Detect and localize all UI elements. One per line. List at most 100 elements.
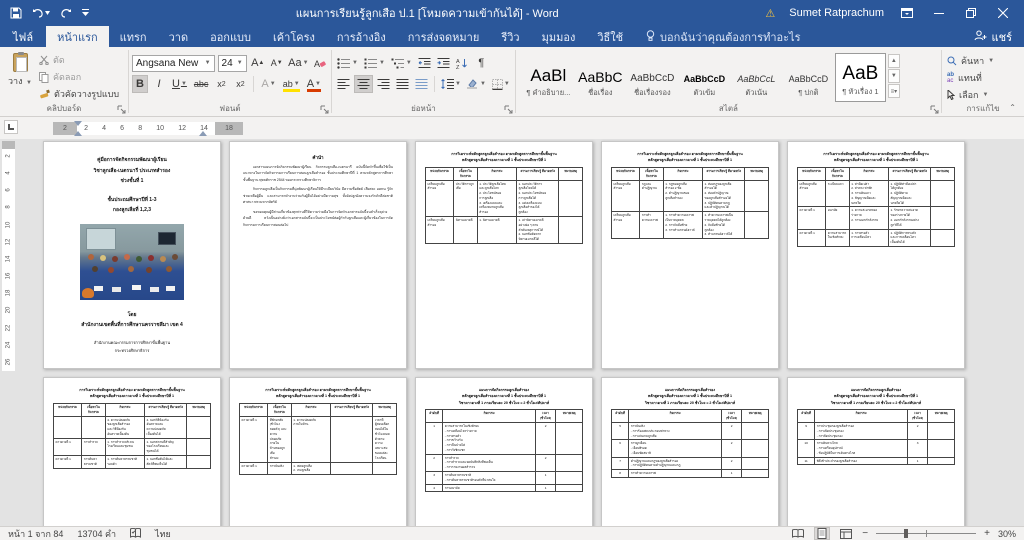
page-3[interactable]: การวิเคราะห์หลักสูตรลูกเสือสำรอง ตามหลัก… bbox=[415, 141, 593, 369]
shrink-font-button[interactable]: A ▼ bbox=[270, 58, 283, 68]
shading-button[interactable]: ▼ bbox=[465, 75, 488, 93]
vertical-ruler[interactable]: 2 4 6 8 10 12 14 16 18 20 22 24 26 bbox=[2, 141, 15, 371]
paragraph-dialog-launcher[interactable] bbox=[504, 105, 513, 114]
style-card-4[interactable]: AaBbCcL ตัวเน้น bbox=[737, 74, 776, 98]
page-10[interactable]: แผนการจัดกิจกรรมลูกเสือสำรอง หลักสูตรลูกเ… bbox=[787, 377, 965, 526]
styles-dialog-launcher[interactable] bbox=[930, 105, 939, 114]
change-case-button[interactable]: Aa ▼ bbox=[288, 57, 309, 69]
clear-formatting-icon[interactable]: A bbox=[312, 54, 328, 72]
proofing-icon[interactable] bbox=[130, 527, 142, 540]
style-card-2[interactable]: AaBbCcD ชื่อเรื่องรอง bbox=[630, 73, 675, 98]
increase-indent-button[interactable] bbox=[435, 54, 452, 72]
underline-button[interactable]: U ▼ bbox=[172, 78, 187, 90]
page-8[interactable]: แผนการจัดกิจกรรมลูกเสือสำรอง หลักสูตรลูกเ… bbox=[415, 377, 593, 526]
align-left-button[interactable] bbox=[335, 75, 352, 93]
save-icon[interactable] bbox=[10, 7, 22, 19]
word-count[interactable]: 13704 คำ bbox=[77, 528, 117, 539]
tab-file[interactable]: ไฟล์ bbox=[0, 26, 47, 47]
tab-4[interactable]: เค้าโครง bbox=[273, 31, 315, 44]
highlight-color-button[interactable]: ab ▼ bbox=[281, 75, 302, 93]
styles-scroll-up-icon[interactable]: ▲ bbox=[887, 54, 900, 68]
format-painter-button[interactable]: ตัวคัดวางรูปแบบ bbox=[37, 86, 121, 102]
align-center-button[interactable] bbox=[354, 75, 373, 93]
customize-qat-icon[interactable] bbox=[82, 9, 89, 17]
page-9[interactable]: แผนการจัดกิจกรรมลูกเสือสำรอง หลักสูตรลูกเ… bbox=[601, 377, 779, 526]
print-layout-icon[interactable] bbox=[814, 527, 831, 540]
right-indent-marker[interactable] bbox=[199, 131, 207, 136]
font-color-button[interactable]: A ▼ bbox=[306, 78, 321, 92]
numbering-button[interactable]: ▼ bbox=[362, 54, 387, 72]
font-size-combo[interactable]: 24 ▼ bbox=[217, 54, 247, 72]
style-card-1[interactable]: AaBbC ชื่อเรื่อง bbox=[578, 69, 623, 97]
decrease-indent-button[interactable] bbox=[416, 54, 433, 72]
paste-button[interactable]: วาง ▼ bbox=[3, 50, 37, 103]
justify-button[interactable] bbox=[394, 75, 411, 93]
zoom-slider[interactable] bbox=[876, 529, 977, 538]
tab-5[interactable]: การอ้างอิง bbox=[336, 31, 386, 44]
hanging-indent-marker[interactable] bbox=[74, 131, 82, 136]
account-user-name[interactable]: Sumet Ratprachum bbox=[789, 7, 884, 19]
minimize-button[interactable] bbox=[930, 4, 948, 22]
redo-icon[interactable] bbox=[60, 8, 72, 18]
borders-button[interactable]: ▼ bbox=[490, 75, 512, 93]
cut-button[interactable]: ตัด bbox=[37, 52, 121, 68]
find-button[interactable]: ค้นหา ▼ bbox=[945, 53, 996, 69]
line-spacing-button[interactable]: ▼ bbox=[439, 75, 463, 93]
page-4[interactable]: การวิเคราะห์หลักสูตรลูกเสือสำรอง ตามหลัก… bbox=[601, 141, 779, 369]
tab-6[interactable]: การส่งจดหมาย bbox=[407, 31, 480, 44]
italic-button[interactable]: I bbox=[157, 78, 161, 90]
read-mode-icon[interactable] bbox=[790, 527, 806, 540]
page-2[interactable]: คำนำ เอกสารแผนการจัดกิจกรรมพัฒนาผู้เรียน … bbox=[229, 141, 407, 369]
copy-button[interactable]: คัดลอก bbox=[37, 69, 121, 85]
ribbon-display-options-icon[interactable] bbox=[898, 4, 916, 22]
font-name-combo[interactable]: Angsana New ▼ bbox=[132, 54, 215, 72]
zoom-level[interactable]: 30% bbox=[997, 528, 1016, 539]
tab-1[interactable]: แทรก bbox=[119, 31, 147, 44]
grow-font-button[interactable]: A ▲ bbox=[251, 57, 265, 69]
multilevel-list-button[interactable]: ▼ bbox=[389, 54, 414, 72]
font-dialog-launcher[interactable] bbox=[320, 105, 329, 114]
first-line-indent-marker[interactable] bbox=[74, 121, 82, 126]
tab-9[interactable]: วิธีใช้ bbox=[597, 31, 624, 44]
align-right-button[interactable] bbox=[375, 75, 392, 93]
collapse-ribbon-icon[interactable]: ⌃ bbox=[1009, 103, 1016, 112]
tab-8[interactable]: มุมมอง bbox=[541, 31, 576, 44]
styles-scroll-down-icon[interactable]: ▼ bbox=[887, 69, 900, 83]
page-6[interactable]: การวิเคราะห์หลักสูตรลูกเสือสำรอง ตามหลัก… bbox=[43, 377, 221, 526]
text-effects-button[interactable]: A ▼ bbox=[261, 78, 276, 90]
page-1[interactable]: คู่มือการจัดกิจกรรมพัฒนาผู้เรียน วิชาลูกเ… bbox=[43, 141, 221, 369]
bold-button[interactable]: B bbox=[132, 75, 148, 93]
clipboard-dialog-launcher[interactable] bbox=[117, 105, 126, 114]
show-paragraph-marks-button[interactable]: ¶ bbox=[478, 57, 485, 69]
restore-button[interactable] bbox=[962, 4, 980, 22]
zoom-out-button[interactable]: − bbox=[862, 528, 869, 539]
page-7[interactable]: การวิเคราะห์หลักสูตรลูกเสือสำรอง ตามหลัก… bbox=[229, 377, 407, 526]
tell-me-box[interactable]: บอกฉันว่าคุณต้องการทำอะไร bbox=[634, 26, 812, 47]
tab-stop-selector[interactable] bbox=[4, 120, 18, 134]
style-card-3[interactable]: AaBbCcD ตัวเข้ม bbox=[683, 74, 726, 98]
zoom-in-button[interactable]: + bbox=[984, 528, 990, 539]
zoom-slider-handle[interactable] bbox=[904, 529, 909, 538]
replace-button[interactable]: ab ac แทนที่ bbox=[947, 72, 982, 84]
tab-2[interactable]: วาด bbox=[168, 31, 189, 44]
tab-7[interactable]: รีวิว bbox=[501, 31, 520, 44]
select-button[interactable]: เลือก ▼ bbox=[945, 87, 996, 103]
distribute-button[interactable] bbox=[413, 75, 430, 93]
style-card-0[interactable]: AaBl ¶ คำอธิบาย... bbox=[526, 66, 571, 97]
styles-more-icon[interactable]: ≡▾ bbox=[887, 84, 900, 98]
style-card-5[interactable]: AaBbCcD ¶ ปกติ bbox=[788, 74, 829, 98]
bullets-button[interactable]: ▼ bbox=[335, 54, 360, 72]
strikethrough-button[interactable]: abc bbox=[193, 79, 209, 89]
web-layout-icon[interactable] bbox=[838, 527, 854, 540]
tab-0[interactable]: หน้าแรก bbox=[46, 26, 109, 47]
horizontal-ruler[interactable]: 2 2 4 6 8 10 12 14 18 bbox=[0, 117, 1024, 139]
page-indicator[interactable]: หน้า 1 จาก 84 bbox=[8, 528, 64, 539]
share-button[interactable]: แชร์ bbox=[962, 26, 1024, 47]
tab-3[interactable]: ออกแบบ bbox=[210, 31, 252, 44]
language-indicator[interactable]: ไทย bbox=[155, 528, 171, 539]
style-card-6[interactable]: AaB ¶ หัวเรื่อง 1 bbox=[834, 53, 886, 102]
undo-icon[interactable] bbox=[32, 8, 50, 18]
